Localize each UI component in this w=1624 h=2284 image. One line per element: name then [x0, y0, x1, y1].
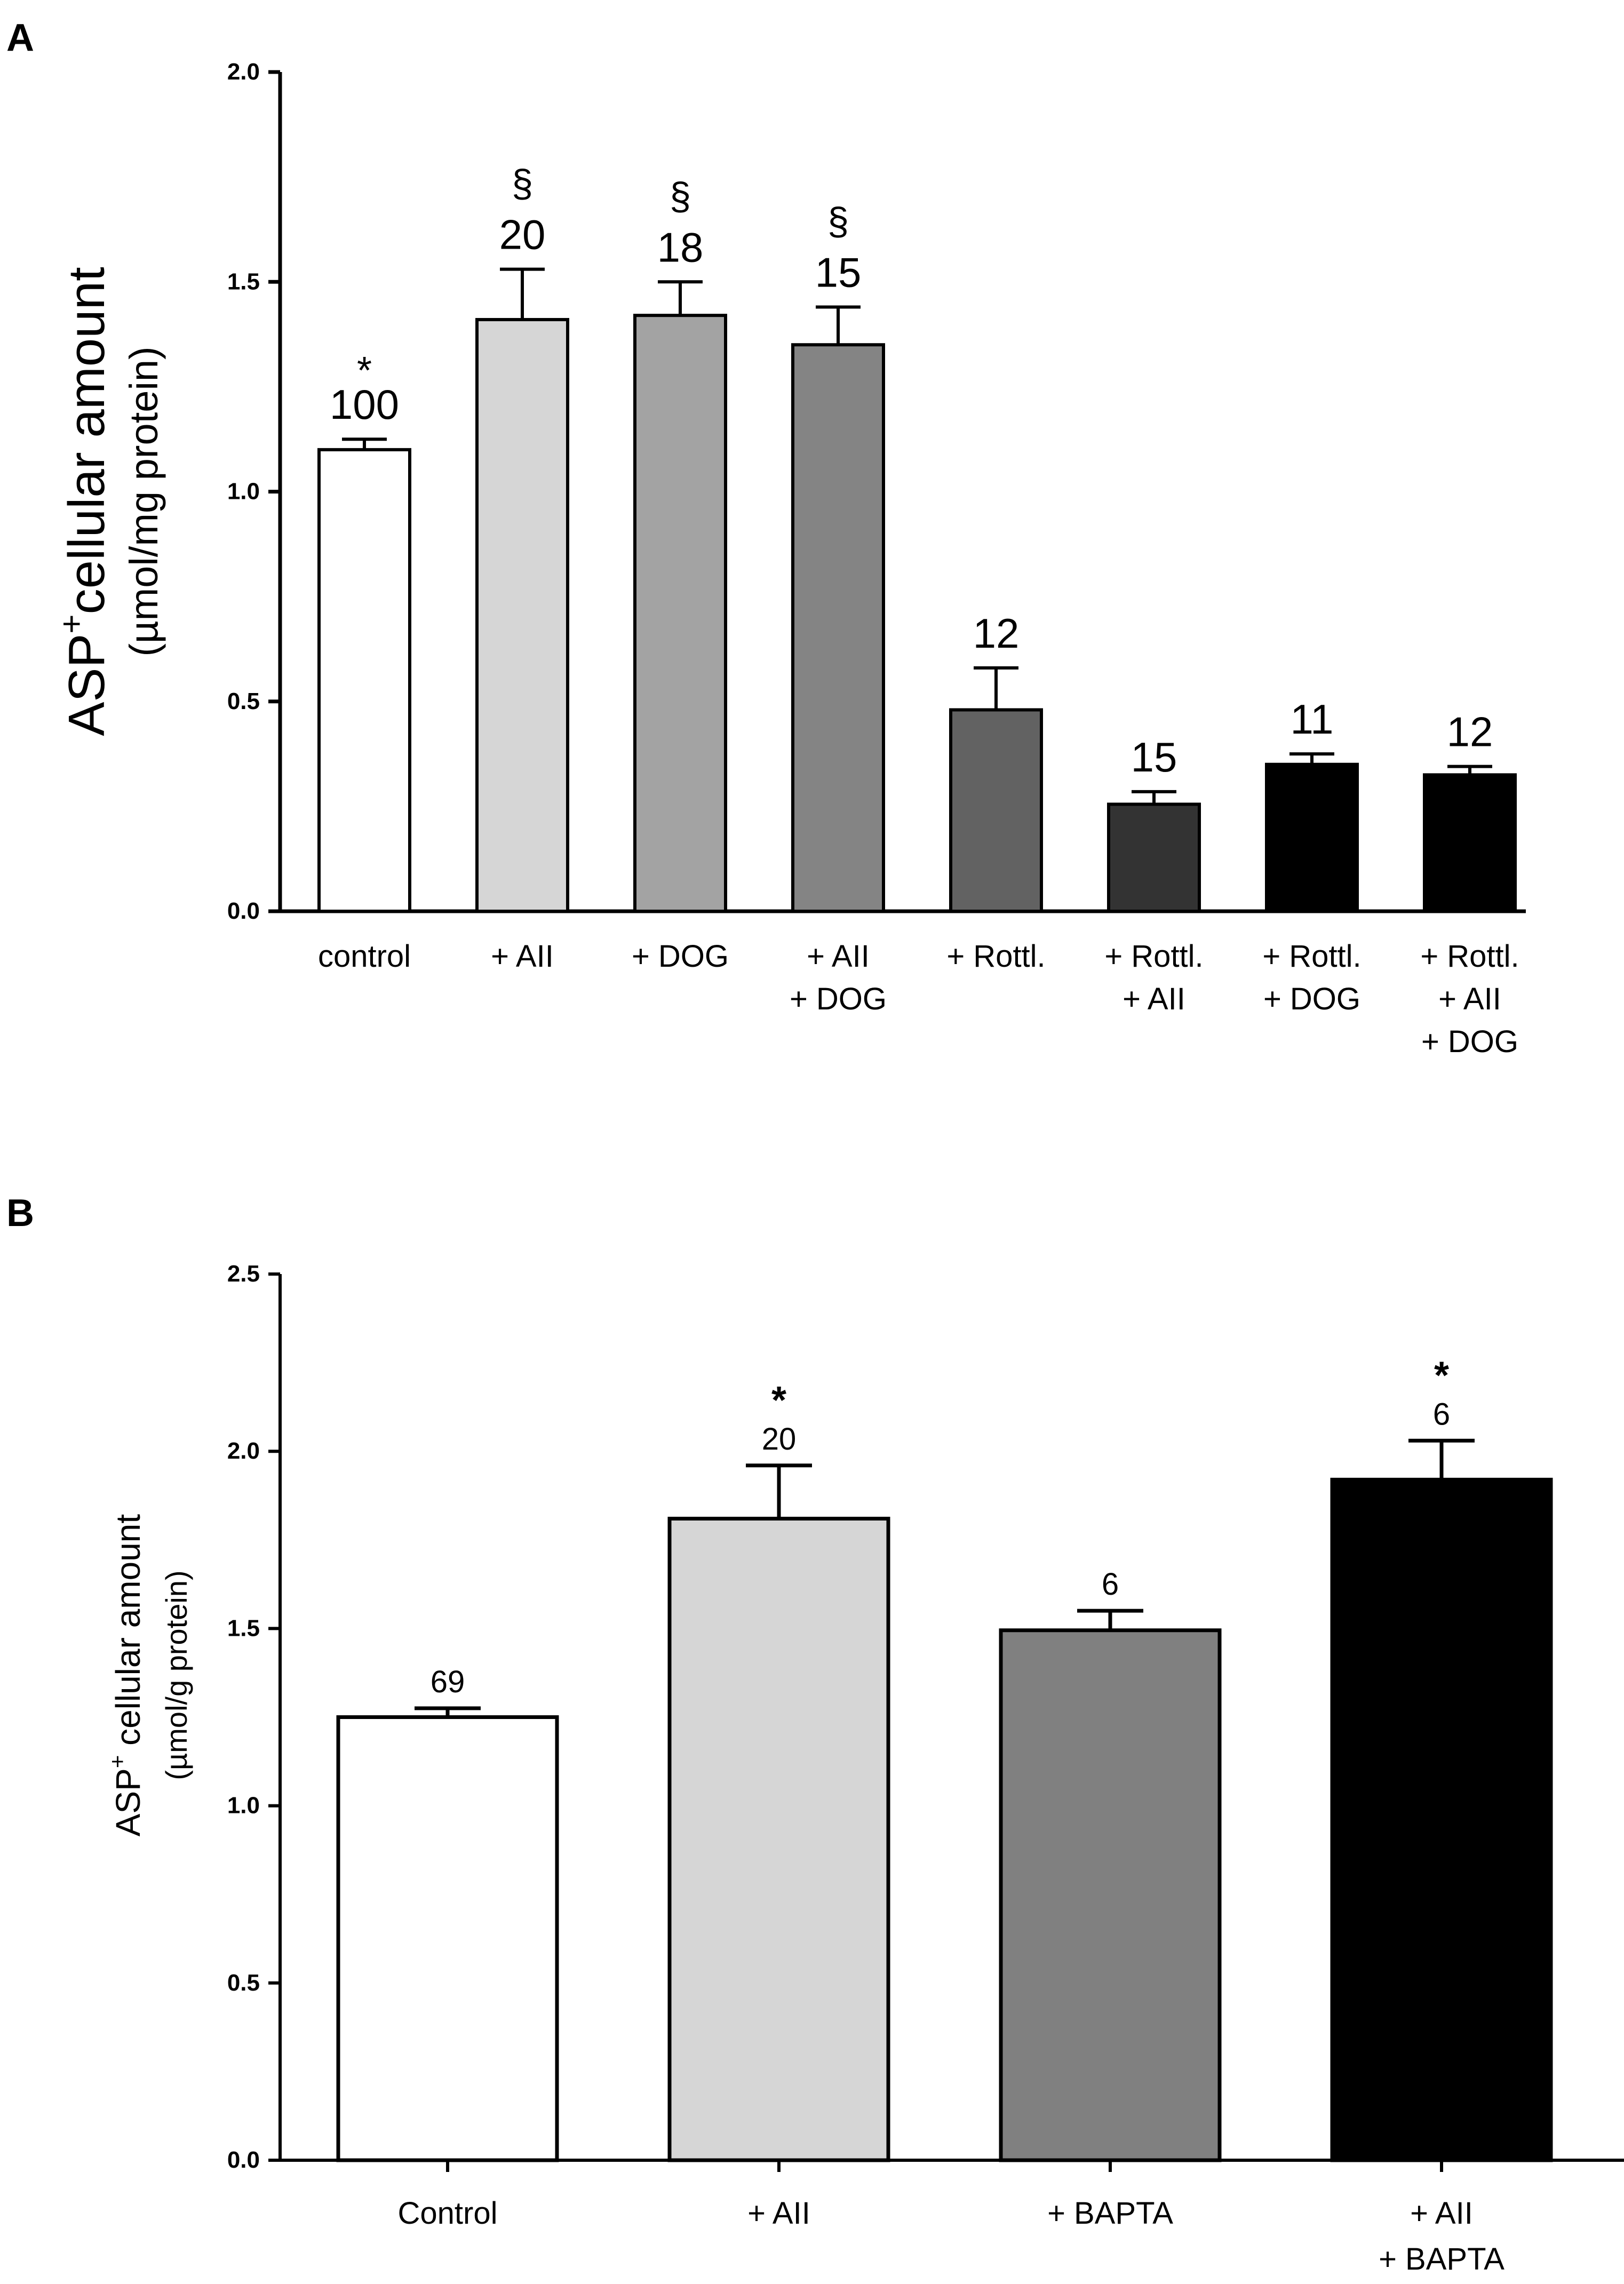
panel-a-y-tick-label: 2.0	[227, 59, 260, 85]
panel-a-significance-marker: §	[512, 163, 533, 205]
panel-b-bar	[336, 1715, 559, 2162]
panel-a-n-label: 11	[1291, 696, 1334, 743]
panel-a-labels: control 100* + AII 20 § + DOG 18 § + AII + DOG 15 §…	[318, 163, 1519, 1059]
panel-b-bars	[336, 1438, 1553, 2162]
panel-b-category-label: + BAPTA	[1379, 2242, 1504, 2277]
panel-b-y-tick-label: 0.0	[227, 2147, 260, 2173]
panel-b-significance-marker: *	[771, 1379, 786, 1422]
panel-a-significance-marker: §	[670, 175, 691, 218]
panel-b-category-label: + BAPTA	[1047, 2196, 1173, 2231]
panel-a-bar	[317, 448, 411, 913]
panel-a-n-label: 100	[330, 381, 399, 428]
panel-b-category-label: Control	[398, 2196, 498, 2231]
panel-a-n-label: 12	[973, 610, 1020, 657]
panel-b-ylabel-line2: (µmol/g protein)	[160, 1570, 193, 1780]
panel-a-bar	[1265, 762, 1359, 913]
panel-a-y-tick-label: 1.5	[227, 268, 260, 295]
panel-b-n-label: 6	[1102, 1567, 1119, 1602]
panel-a-y-tick-label: 1.0	[227, 479, 260, 505]
panel-b-n-label: 6	[1433, 1397, 1450, 1431]
panel-a-n-label: 20	[499, 211, 546, 258]
panel-a-category-label: + Rottl.	[1420, 939, 1519, 974]
panel-a-category-label: + Rottl.	[946, 939, 1045, 974]
panel-a-y-axis-title: ASP+cellular amount (µmol/mg protein)	[53, 267, 166, 736]
panel-letter-b: B	[6, 1192, 34, 1235]
panel-a-ylabel-line1: ASP+cellular amount	[53, 267, 115, 736]
panel-b-y-tick-label: 2.0	[227, 1438, 260, 1464]
panel-b-category-label: + AII	[1410, 2196, 1473, 2231]
panel-b-y-tick-label: 1.5	[227, 1615, 260, 1641]
panel-a-bar	[1107, 802, 1201, 913]
panel-a-bar-chart: A ASP+cellular amount (µmol/mg protein) …	[6, 17, 1526, 1059]
panel-b-y-axis-title: ASP+ cellular amount (µmol/g protein)	[105, 1514, 193, 1837]
panel-b-bar	[999, 1628, 1222, 2162]
panel-a-category-label: + Rottl.	[1104, 939, 1203, 974]
panel-b-bar-chart: B ASP+ cellular amount (µmol/g protein) …	[6, 1192, 1624, 2277]
panel-b-bar	[667, 1516, 890, 2162]
panel-a-n-label: 15	[815, 249, 862, 296]
panel-a-bar	[1423, 773, 1517, 913]
panel-a-significance-marker: §	[827, 200, 849, 243]
panel-b-significance-marker: *	[1434, 1354, 1449, 1397]
panel-b-y-tick-label: 0.5	[227, 1970, 260, 1996]
panel-b-bar	[1330, 1477, 1553, 2162]
panel-a-category-label: + DOG	[632, 939, 729, 974]
panel-a-bars	[317, 267, 1517, 913]
panel-a-ylabel-line2: (µmol/mg protein)	[122, 346, 166, 656]
panel-a-category-label: + DOG	[790, 982, 887, 1016]
panel-b-y-tick-label: 2.5	[227, 1261, 260, 1287]
panel-b-y-tick-label: 1.0	[227, 1793, 260, 1819]
panel-a-category-label: + AII	[807, 939, 870, 974]
panel-a-significance-marker: *	[357, 349, 372, 392]
panel-a-bar	[475, 318, 569, 913]
panel-a-y-tick-label: 0.0	[227, 898, 260, 924]
panel-b-y-axis: 0.0 0.5 1.0 1.5 2.0 2.5	[227, 1261, 1624, 2173]
panel-b-ylabel-line1: ASP+ cellular amount	[105, 1514, 147, 1837]
panel-a-category-label: + DOG	[1263, 982, 1360, 1016]
panel-a-category-label: control	[318, 939, 411, 974]
panel-b-n-label: 20	[762, 1422, 797, 1457]
panel-a-bar	[633, 314, 727, 913]
panel-a-y-tick-label: 0.5	[227, 688, 260, 714]
panel-a-n-label: 12	[1447, 709, 1493, 755]
panel-a-category-label: + AII	[491, 939, 554, 974]
panel-a-category-label: + AII	[1123, 982, 1185, 1016]
panel-a-bar	[949, 708, 1043, 913]
panel-letter-a: A	[6, 17, 34, 59]
panel-a-category-label: + DOG	[1421, 1024, 1518, 1059]
panel-a-category-label: + Rottl.	[1262, 939, 1361, 974]
panel-a-bar	[791, 343, 885, 913]
panel-a-category-label: + AII	[1438, 982, 1501, 1016]
panel-a-n-label: 18	[657, 224, 704, 270]
panel-a-n-label: 15	[1131, 734, 1177, 781]
panel-b-category-label: + AII	[747, 2196, 810, 2231]
panel-b-n-label: 69	[431, 1665, 465, 1699]
